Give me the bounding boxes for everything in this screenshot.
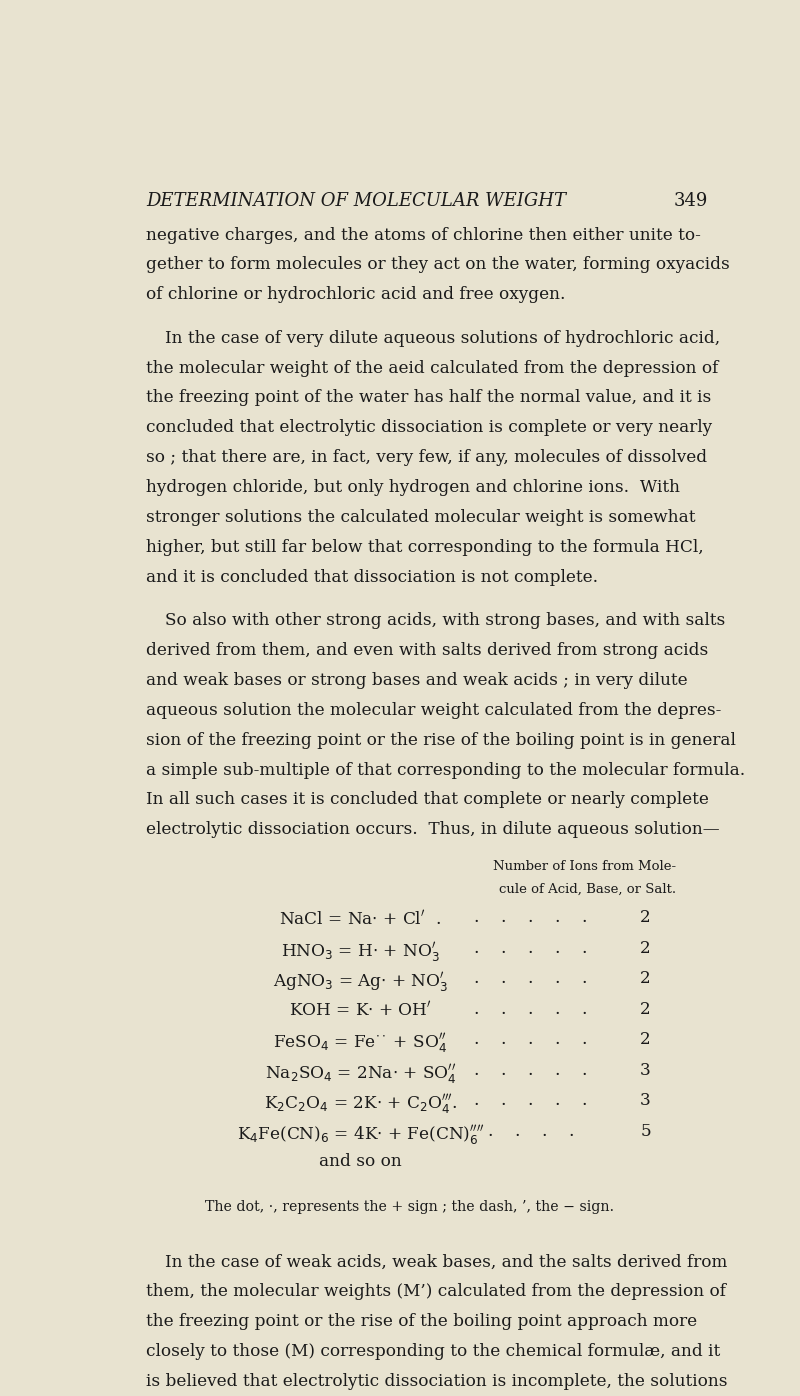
Text: 2: 2 (640, 909, 651, 927)
Text: stronger solutions the calculated molecular weight is somewhat: stronger solutions the calculated molecu… (146, 510, 696, 526)
Text: NaCl = Na$\cdot$ + Cl$'$  .: NaCl = Na$\cdot$ + Cl$'$ . (279, 909, 442, 928)
Text: K$_2$C$_2$O$_4$ = 2K$\cdot$ + C$_2$O$_4'''$.: K$_2$C$_2$O$_4$ = 2K$\cdot$ + C$_2$O$_4'… (263, 1092, 458, 1117)
Text: .    .    .    .: . . . . (488, 1122, 574, 1139)
Text: hydrogen chloride, but only hydrogen and chlorine ions.  With: hydrogen chloride, but only hydrogen and… (146, 479, 681, 496)
Text: In the case of weak acids, weak bases, and the salts derived from: In the case of weak acids, weak bases, a… (165, 1254, 727, 1270)
Text: So also with other strong acids, with strong bases, and with salts: So also with other strong acids, with st… (165, 611, 726, 630)
Text: AgNO$_3$ = Ag$\cdot$ + NO$_3'$: AgNO$_3$ = Ag$\cdot$ + NO$_3'$ (273, 970, 448, 994)
Text: sion of the freezing point or the rise of the boiling point is in general: sion of the freezing point or the rise o… (146, 732, 736, 748)
Text: 2: 2 (640, 940, 651, 956)
Text: 2: 2 (640, 1001, 651, 1018)
Text: HNO$_3$ = H$\cdot$ + NO$_3'$: HNO$_3$ = H$\cdot$ + NO$_3'$ (281, 940, 440, 963)
Text: DETERMINATION OF MOLECULAR WEIGHT: DETERMINATION OF MOLECULAR WEIGHT (146, 193, 566, 211)
Text: Na$_2$SO$_4$ = 2Na$\cdot$ + SO$_4''$: Na$_2$SO$_4$ = 2Na$\cdot$ + SO$_4''$ (265, 1062, 456, 1086)
Text: 3: 3 (640, 1062, 651, 1079)
Text: 2: 2 (640, 1032, 651, 1048)
Text: .    .    .    .    .: . . . . . (474, 970, 588, 987)
Text: and so on: and so on (319, 1153, 402, 1170)
Text: .    .    .    .    .: . . . . . (474, 1092, 588, 1110)
Text: higher, but still far below that corresponding to the formula HCl,: higher, but still far below that corresp… (146, 539, 704, 556)
Text: the molecular weight of the aeid calculated from the depression of: the molecular weight of the aeid calcula… (146, 360, 719, 377)
Text: concluded that electrolytic dissociation is complete or very nearly: concluded that electrolytic dissociation… (146, 419, 713, 437)
Text: 5: 5 (640, 1122, 651, 1139)
Text: 349: 349 (674, 193, 708, 211)
Text: gether to form molecules or they act on the water, forming oxyacids: gether to form molecules or they act on … (146, 257, 730, 274)
Text: .    .    .    .    .: . . . . . (474, 940, 588, 956)
Text: the freezing point of the water has half the normal value, and it is: the freezing point of the water has half… (146, 389, 712, 406)
Text: cule of Acid, Base, or Salt.: cule of Acid, Base, or Salt. (499, 882, 677, 896)
Text: electrolytic dissociation occurs.  Thus, in dilute aqueous solution—: electrolytic dissociation occurs. Thus, … (146, 821, 720, 838)
Text: .    .    .    .    .: . . . . . (474, 909, 588, 927)
Text: negative charges, and the atoms of chlorine then either unite to-: negative charges, and the atoms of chlor… (146, 226, 702, 244)
Text: KOH = K$\cdot$ + OH$'$: KOH = K$\cdot$ + OH$'$ (289, 1001, 432, 1020)
Text: The dot, ·, represents the + sign ; the dash, ’, the − sign.: The dot, ·, represents the + sign ; the … (206, 1199, 614, 1213)
Text: In the case of very dilute aqueous solutions of hydrochloric acid,: In the case of very dilute aqueous solut… (165, 329, 720, 346)
Text: so ; that there are, in fact, very few, if any, molecules of dissolved: so ; that there are, in fact, very few, … (146, 450, 708, 466)
Text: 2: 2 (640, 970, 651, 987)
Text: aqueous solution the molecular weight calculated from the depres-: aqueous solution the molecular weight ca… (146, 702, 722, 719)
Text: a simple sub-multiple of that corresponding to the molecular formula.: a simple sub-multiple of that correspond… (146, 761, 746, 779)
Text: and weak bases or strong bases and weak acids ; in very dilute: and weak bases or strong bases and weak … (146, 671, 688, 688)
Text: of chlorine or hydrochloric acid and free oxygen.: of chlorine or hydrochloric acid and fre… (146, 286, 566, 303)
Text: closely to those (M) corresponding to the chemical formulæ, and it: closely to those (M) corresponding to th… (146, 1343, 721, 1360)
Text: .    .    .    .    .: . . . . . (474, 1062, 588, 1079)
Text: is believed that electrolytic dissociation is incomplete, the solutions: is believed that electrolytic dissociati… (146, 1372, 728, 1390)
Text: the freezing point or the rise of the boiling point approach more: the freezing point or the rise of the bo… (146, 1314, 698, 1330)
Text: .    .    .    .    .: . . . . . (474, 1032, 588, 1048)
Text: In all such cases it is concluded that complete or nearly complete: In all such cases it is concluded that c… (146, 792, 710, 808)
Text: derived from them, and even with salts derived from strong acids: derived from them, and even with salts d… (146, 642, 709, 659)
Text: FeSO$_4$ = Fe$^{\cdot\cdot}$ + SO$_4''$: FeSO$_4$ = Fe$^{\cdot\cdot}$ + SO$_4''$ (274, 1032, 447, 1055)
Text: 3: 3 (640, 1092, 651, 1110)
Text: K$_4$Fe(CN)$_6$ = 4K$\cdot$ + Fe(CN)$_6''''$: K$_4$Fe(CN)$_6$ = 4K$\cdot$ + Fe(CN)$_6'… (237, 1122, 484, 1146)
Text: and it is concluded that dissociation is not complete.: and it is concluded that dissociation is… (146, 568, 598, 586)
Text: them, the molecular weights (M’) calculated from the depression of: them, the molecular weights (M’) calcula… (146, 1283, 726, 1300)
Text: Number of Ions from Mole-: Number of Ions from Mole- (494, 860, 677, 872)
Text: .    .    .    .    .: . . . . . (474, 1001, 588, 1018)
